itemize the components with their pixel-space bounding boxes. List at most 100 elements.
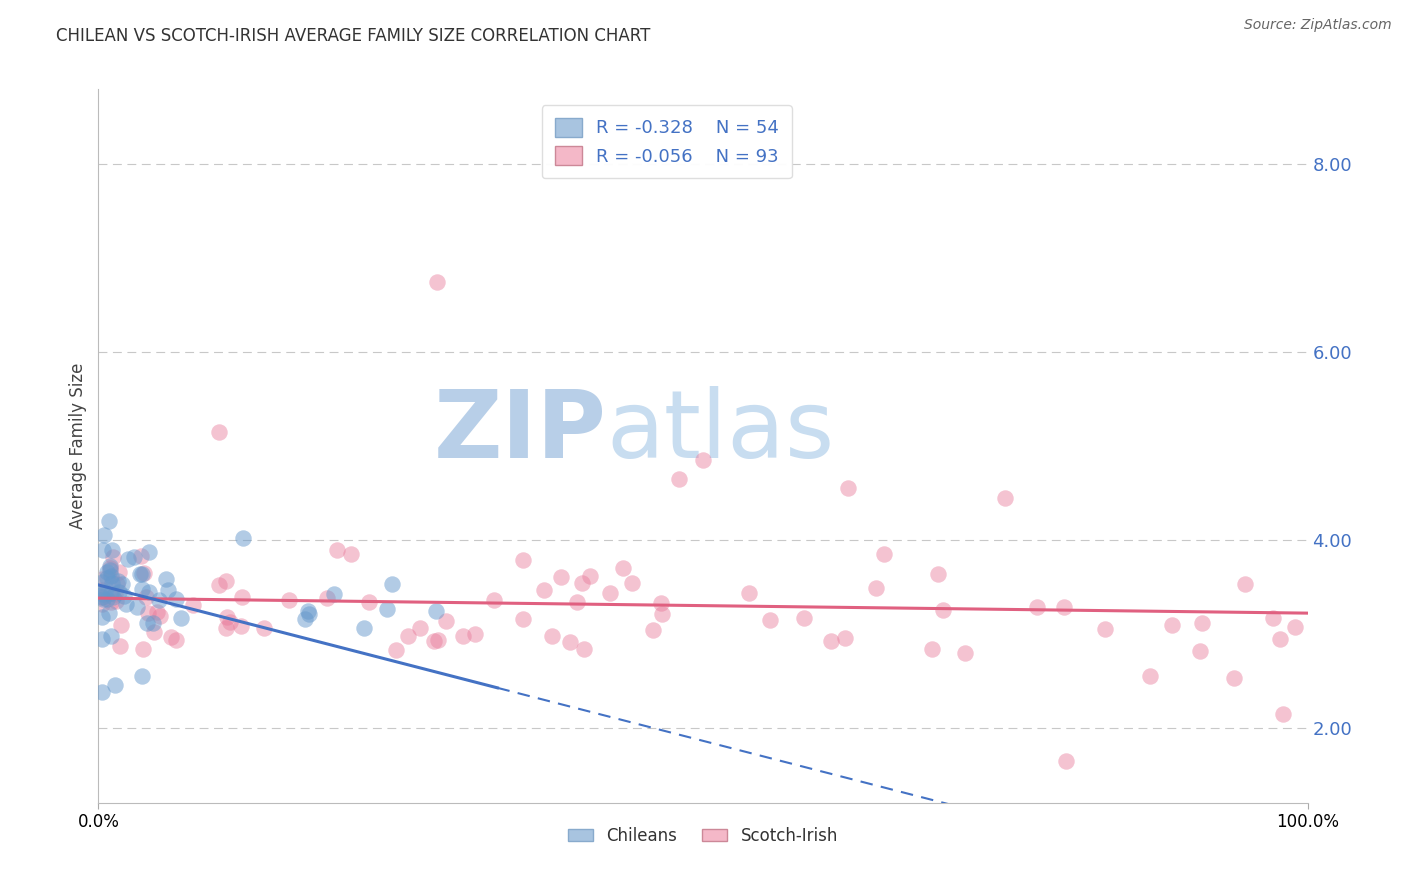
Point: [129, 549, 152, 563]
Point: [1268, 632, 1291, 646]
Point: [423, 634, 446, 648]
Point: [218, 615, 240, 629]
Point: [215, 621, 238, 635]
Point: [1054, 754, 1077, 768]
Point: [837, 481, 859, 495]
Point: [142, 616, 165, 631]
Point: [104, 678, 127, 692]
Point: [91, 582, 114, 597]
Point: [165, 633, 187, 648]
Point: [170, 611, 193, 625]
Point: [482, 592, 505, 607]
Point: [98, 558, 121, 573]
Point: [142, 624, 165, 639]
Point: [93, 584, 115, 599]
Point: [1261, 611, 1284, 625]
Point: [91, 590, 114, 604]
Point: [208, 577, 231, 591]
Point: [692, 453, 714, 467]
Point: [294, 612, 316, 626]
Point: [232, 531, 254, 545]
Point: [339, 547, 361, 561]
Point: [512, 553, 534, 567]
Point: [931, 603, 953, 617]
Text: ZIP: ZIP: [433, 385, 606, 478]
Point: [1272, 706, 1295, 721]
Point: [131, 642, 153, 657]
Point: [651, 607, 673, 622]
Point: [91, 609, 114, 624]
Point: [146, 606, 169, 620]
Point: [759, 613, 782, 627]
Point: [375, 601, 398, 615]
Point: [96, 591, 118, 606]
Point: [650, 596, 672, 610]
Point: [1188, 643, 1211, 657]
Point: [115, 597, 138, 611]
Point: [149, 608, 172, 623]
Point: [100, 586, 122, 600]
Point: [96, 565, 118, 579]
Point: [865, 581, 887, 595]
Point: [122, 549, 145, 564]
Point: [738, 586, 761, 600]
Point: [793, 611, 815, 625]
Point: [668, 472, 690, 486]
Point: [1284, 620, 1306, 634]
Point: [108, 585, 131, 599]
Point: [91, 685, 114, 699]
Point: [1223, 672, 1246, 686]
Point: [231, 591, 253, 605]
Point: [132, 566, 155, 581]
Point: [138, 585, 160, 599]
Point: [135, 590, 157, 604]
Point: [91, 632, 114, 646]
Point: [104, 586, 127, 600]
Point: [156, 583, 179, 598]
Point: [110, 617, 132, 632]
Point: [91, 572, 114, 586]
Text: CHILEAN VS SCOTCH-IRISH AVERAGE FAMILY SIZE CORRELATION CHART: CHILEAN VS SCOTCH-IRISH AVERAGE FAMILY S…: [56, 27, 651, 45]
Point: [131, 582, 153, 596]
Point: [1233, 577, 1256, 591]
Point: [994, 491, 1017, 505]
Point: [641, 623, 664, 637]
Point: [208, 425, 231, 439]
Point: [96, 571, 118, 585]
Point: [872, 547, 894, 561]
Point: [98, 606, 121, 620]
Point: [105, 576, 128, 591]
Point: [131, 566, 153, 581]
Point: [425, 604, 447, 618]
Point: [91, 590, 114, 604]
Point: [98, 563, 121, 577]
Point: [1025, 599, 1047, 614]
Point: [434, 615, 457, 629]
Point: [117, 552, 139, 566]
Point: [533, 583, 555, 598]
Point: [820, 633, 842, 648]
Point: [93, 528, 115, 542]
Point: [108, 565, 131, 579]
Point: [550, 570, 572, 584]
Point: [953, 646, 976, 660]
Point: [571, 575, 593, 590]
Point: [101, 590, 124, 604]
Point: [1053, 600, 1076, 615]
Point: [278, 593, 301, 607]
Y-axis label: Average Family Size: Average Family Size: [69, 363, 87, 529]
Point: [540, 629, 562, 643]
Point: [921, 642, 943, 657]
Point: [578, 569, 600, 583]
Point: [409, 621, 432, 635]
Point: [100, 569, 122, 583]
Point: [100, 595, 122, 609]
Point: [91, 542, 114, 557]
Point: [427, 632, 450, 647]
Point: [91, 598, 114, 612]
Point: [565, 595, 588, 609]
Point: [215, 610, 238, 624]
Point: [129, 566, 152, 581]
Point: [572, 642, 595, 657]
Point: [599, 586, 621, 600]
